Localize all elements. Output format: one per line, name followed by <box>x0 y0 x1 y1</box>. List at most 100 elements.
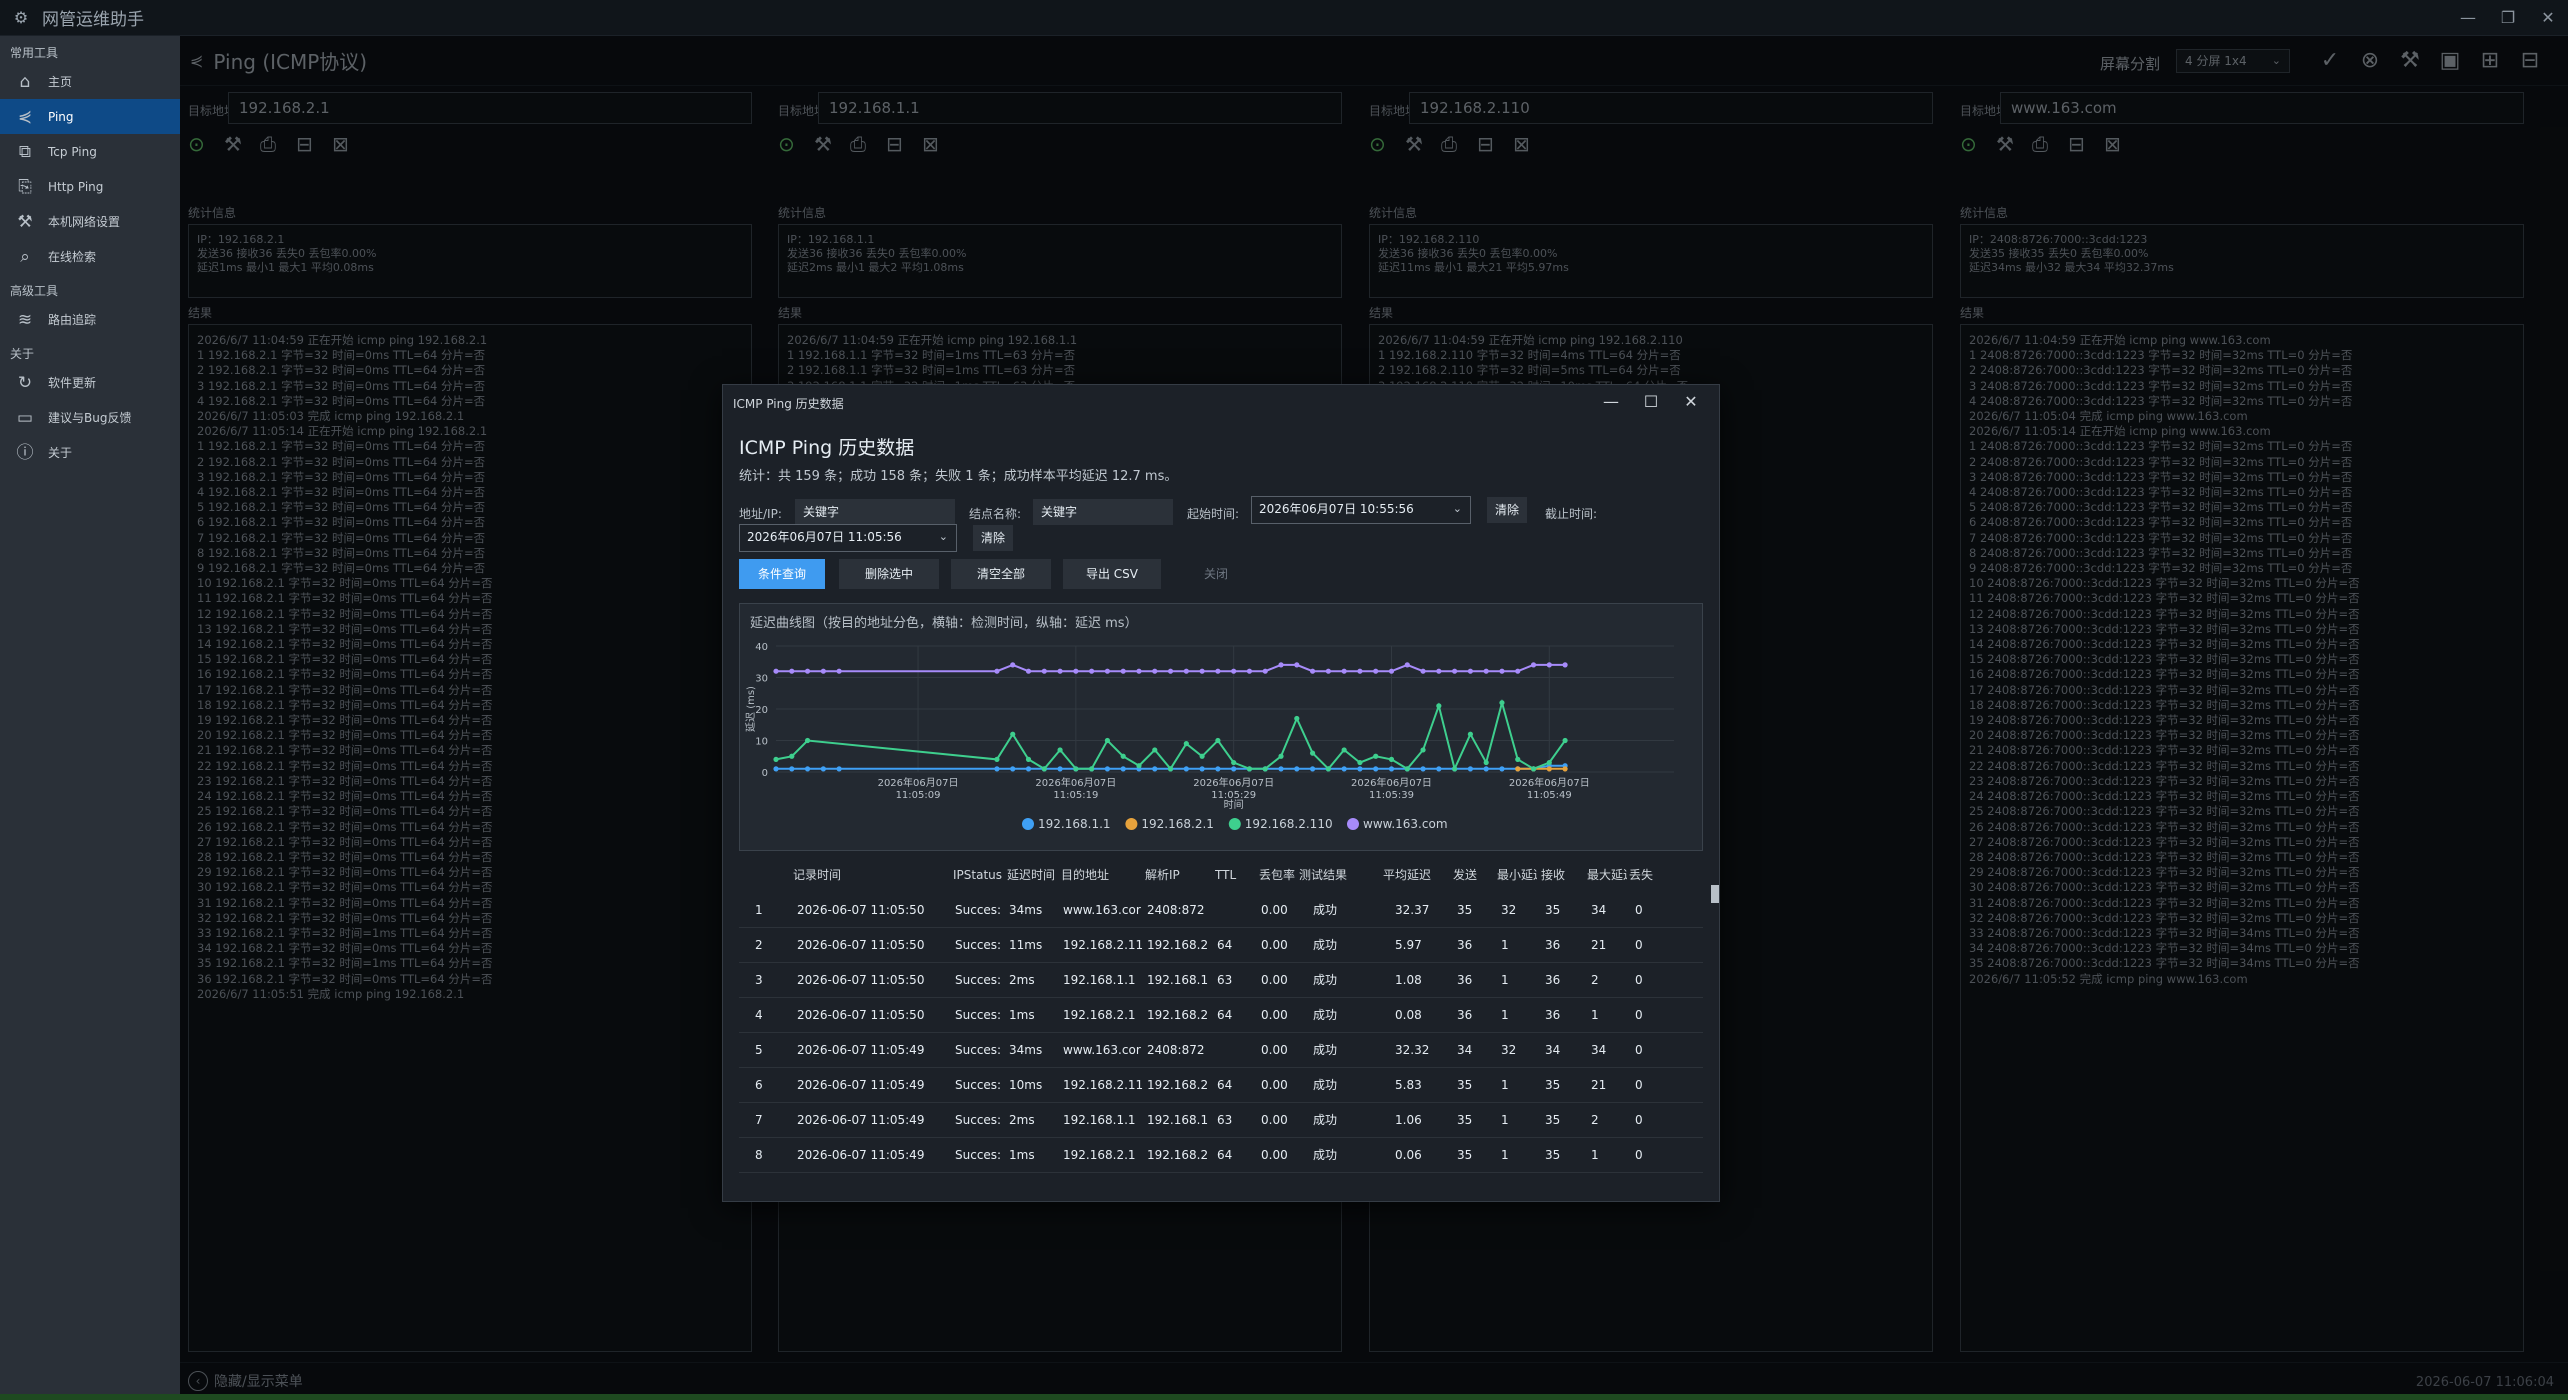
column-header[interactable]: 平均延迟 <box>1383 868 1432 882</box>
table-row[interactable]: 8 2026-06-07 11:05:49 Succes: 1ms 192.168.2.… <box>739 1138 1703 1173</box>
data-point[interactable] <box>1436 703 1442 709</box>
column-header[interactable]: TTL <box>1215 868 1237 882</box>
data-point[interactable] <box>1246 668 1253 674</box>
data-point[interactable] <box>1246 766 1253 772</box>
data-point[interactable] <box>1152 747 1158 753</box>
export-icon[interactable]: ⎙ <box>260 132 276 156</box>
data-point[interactable] <box>1294 766 1300 772</box>
layout-2x2-icon[interactable]: ▣ <box>2439 48 2461 73</box>
data-point[interactable] <box>789 668 795 674</box>
data-point[interactable] <box>804 668 811 674</box>
sidebar-item[interactable]: ⧉ Tcp Ping <box>0 134 180 169</box>
delete-selected-button[interactable]: 删除选中 <box>839 559 939 589</box>
data-point[interactable] <box>1325 668 1331 674</box>
data-point[interactable] <box>1357 668 1363 674</box>
data-point[interactable] <box>1499 766 1505 772</box>
data-point[interactable] <box>1357 759 1363 766</box>
table-row[interactable]: 6 2026-06-07 11:05:49 Succes: 10ms 192.168.2… <box>739 1068 1703 1103</box>
toggle-menu-button[interactable]: ‹ 隐藏/显示菜单 <box>188 1371 303 1391</box>
data-point[interactable] <box>1294 662 1300 668</box>
data-point[interactable] <box>1546 759 1552 766</box>
data-point[interactable] <box>1467 766 1473 772</box>
data-point[interactable] <box>820 668 826 674</box>
data-point[interactable] <box>1530 766 1537 772</box>
data-point[interactable] <box>1025 756 1032 762</box>
column-header[interactable]: 目的地址 <box>1061 868 1110 882</box>
data-point[interactable] <box>1231 766 1237 772</box>
chart-icon[interactable]: ⊠ <box>922 132 939 156</box>
data-point[interactable] <box>1010 766 1016 772</box>
data-point[interactable] <box>1215 668 1221 674</box>
data-point[interactable] <box>1183 741 1189 747</box>
data-point[interactable] <box>1152 668 1158 674</box>
data-point[interactable] <box>1325 766 1331 772</box>
data-point[interactable] <box>1231 668 1237 674</box>
data-point[interactable] <box>1546 662 1552 668</box>
data-point[interactable] <box>1215 737 1221 744</box>
data-point[interactable] <box>1231 759 1237 766</box>
data-point[interactable] <box>1515 668 1521 674</box>
data-point[interactable] <box>1199 766 1205 772</box>
wrench-icon[interactable]: ⚒ <box>1996 132 2014 156</box>
chart-icon[interactable]: ⊠ <box>332 132 349 156</box>
data-point[interactable] <box>789 766 795 772</box>
data-point[interactable] <box>773 668 779 674</box>
data-point[interactable] <box>1136 668 1142 674</box>
data-point[interactable] <box>1010 731 1016 737</box>
data-point[interactable] <box>1404 662 1410 668</box>
table-row[interactable]: 3 2026-06-07 11:05:50 Succes: 2ms 192.168.1.… <box>739 963 1703 998</box>
clear-end-button[interactable]: 清除 <box>973 525 1013 551</box>
data-point[interactable] <box>1010 662 1016 668</box>
target-input[interactable]: www.163.com <box>2000 92 2524 124</box>
wrench-icon[interactable]: ⚒ <box>1405 132 1423 156</box>
chart-icon[interactable]: ⊠ <box>1513 132 1530 156</box>
close-icon[interactable]: ✕ <box>1684 392 1698 411</box>
data-point[interactable] <box>1515 756 1521 762</box>
data-point[interactable] <box>1420 766 1426 772</box>
column-header[interactable]: 丢包率 <box>1259 868 1296 882</box>
data-point[interactable] <box>1341 747 1347 753</box>
column-header[interactable]: 测试结果 <box>1299 868 1348 882</box>
data-point[interactable] <box>1278 662 1284 668</box>
sidebar-item[interactable]: ⋞ Ping <box>0 99 180 134</box>
table-row[interactable]: 2 2026-06-07 11:05:50 Succes: 11ms 192.168.2… <box>739 928 1703 963</box>
data-point[interactable] <box>1499 668 1505 674</box>
minimize-panel-icon[interactable]: ⊟ <box>886 132 903 156</box>
minimize-panel-icon[interactable]: ⊟ <box>1477 132 1494 156</box>
column-header[interactable]: 延迟时间 <box>1007 868 1056 882</box>
data-point[interactable] <box>1499 700 1505 706</box>
wrench-icon[interactable]: ⚒ <box>2400 48 2420 73</box>
data-point[interactable] <box>1357 766 1363 772</box>
grid-icon[interactable]: ⊞ <box>2480 48 2500 73</box>
start-icon[interactable]: ⊙ <box>778 132 795 156</box>
data-point[interactable] <box>1167 668 1174 674</box>
data-point[interactable] <box>1183 668 1189 674</box>
data-point[interactable] <box>1073 766 1079 772</box>
data-point[interactable] <box>836 766 842 772</box>
export-csv-button[interactable]: 导出 CSV <box>1063 559 1161 589</box>
data-point[interactable] <box>994 668 1000 674</box>
start-icon[interactable]: ⊙ <box>188 132 205 156</box>
data-point[interactable] <box>1089 668 1095 674</box>
sidebar-item[interactable]: ⓘ 关于 <box>0 435 180 470</box>
data-point[interactable] <box>1089 766 1095 772</box>
data-point[interactable] <box>1073 668 1079 674</box>
data-point[interactable] <box>1309 750 1316 756</box>
data-point[interactable] <box>804 737 811 744</box>
data-point[interactable] <box>1278 766 1284 772</box>
data-point[interactable] <box>1262 668 1268 674</box>
target-input[interactable]: 192.168.2.110 <box>1409 92 1933 124</box>
data-point[interactable] <box>1562 766 1568 772</box>
data-point[interactable] <box>1057 668 1063 674</box>
data-point[interactable] <box>1436 766 1442 772</box>
data-point[interactable] <box>1120 753 1126 759</box>
data-point[interactable] <box>1404 766 1410 772</box>
data-point[interactable] <box>1388 668 1395 674</box>
data-point[interactable] <box>1515 766 1521 772</box>
sidebar-item[interactable]: ▭ 建议与Bug反馈 <box>0 400 180 435</box>
column-header[interactable]: IPStatus <box>953 868 1003 882</box>
data-point[interactable] <box>1341 766 1347 772</box>
split-select[interactable]: 4 分屏 1x4 ⌄ <box>2176 49 2290 73</box>
data-point[interactable] <box>1199 753 1205 759</box>
data-point[interactable] <box>1025 766 1032 772</box>
